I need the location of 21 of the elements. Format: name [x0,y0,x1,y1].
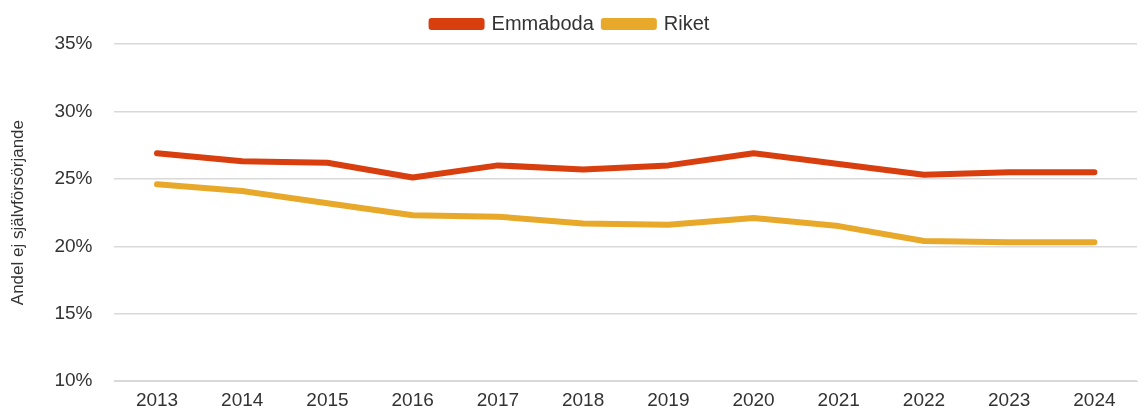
y-tick-label: 20% [54,234,93,256]
x-tick-label: 2018 [561,388,605,410]
x-tick-label: 2016 [391,388,434,410]
x-tick-label: 2013 [135,388,179,410]
legend-label: Riket [663,11,710,34]
x-tick-label: 2022 [902,388,946,410]
y-tick-label: 25% [54,167,93,189]
x-tick-label: 2019 [647,388,690,410]
x-tick-label: 2020 [732,388,775,410]
x-tick-label: 2014 [221,388,264,410]
x-tick-label: 2024 [1073,388,1116,410]
x-tick-label: 2017 [476,388,520,410]
legend-label: Emmaboda [491,11,595,34]
x-tick-label: 2023 [988,388,1031,410]
x-tick-label: 2021 [817,388,860,410]
y-axis-title: Andel ej självförsörjande [7,119,27,306]
y-tick-label: 15% [54,301,93,323]
y-tick-label: 10% [54,369,93,391]
y-tick-label: 35% [54,32,93,54]
x-tick-label: 2015 [306,388,349,410]
y-tick-label: 30% [54,99,93,121]
